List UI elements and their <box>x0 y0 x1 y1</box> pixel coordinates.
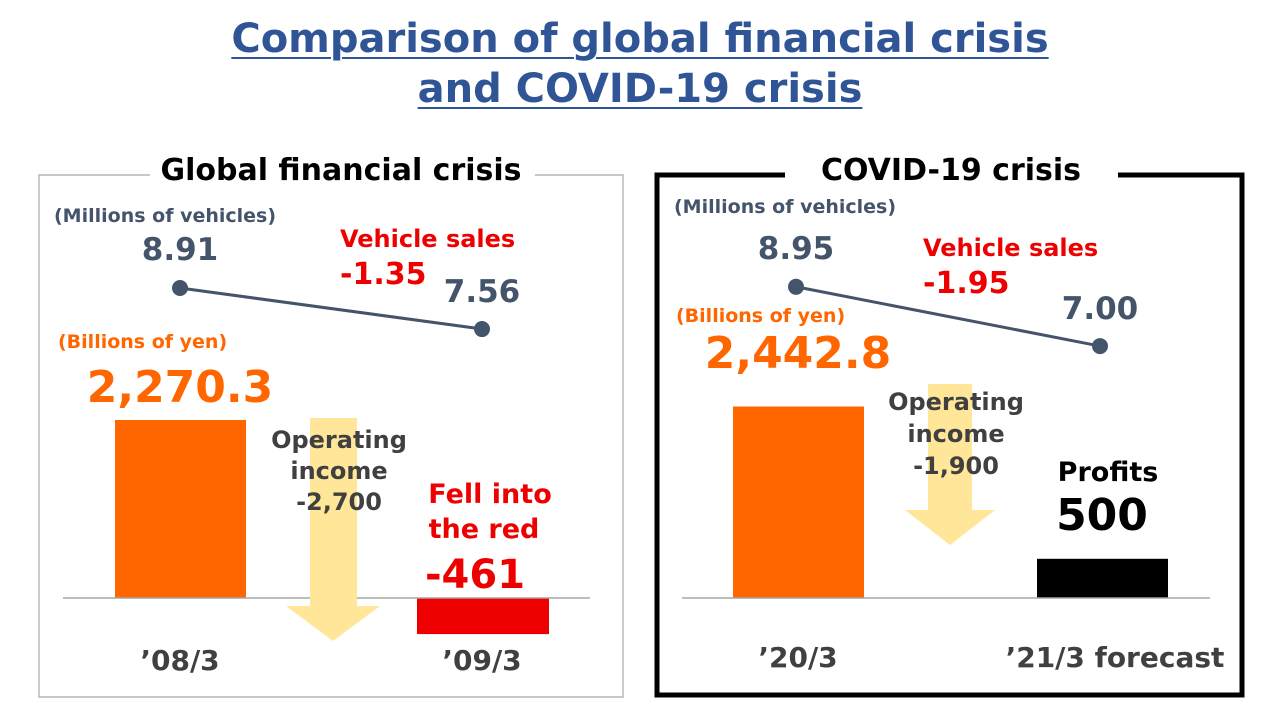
page-title: Comparison of global financial crisis an… <box>0 14 1280 114</box>
result-label-line2: the red <box>429 514 540 545</box>
title-line-2: and COVID-19 crisis <box>417 66 863 112</box>
vehicle-change-value: -1.95 <box>923 266 1009 301</box>
panel-frame <box>654 172 1245 698</box>
vehicle-unit-label: (Millions of vehicles) <box>54 205 276 227</box>
panel-title: COVID-19 crisis <box>821 153 1081 188</box>
change-label-value: -2,700 <box>296 488 382 516</box>
vehicle-value-09-3: 7.56 <box>444 274 521 310</box>
vehicle-point-09-3 <box>474 321 490 338</box>
bar-20-3 <box>733 406 864 598</box>
vehicle-value-20-3: 8.95 <box>758 231 835 267</box>
result-label-line1: Profits <box>1058 457 1159 488</box>
decrease-arrow-icon <box>905 384 995 545</box>
change-label-value: -1,900 <box>913 452 999 480</box>
change-label-line2: income <box>907 420 1004 448</box>
title-line-1: Comparison of global financial crisis <box>231 16 1049 62</box>
change-label-line1: Operating <box>888 388 1024 416</box>
vehicle-sales-line <box>795 285 1101 348</box>
vehicle-point-21-3 <box>1092 338 1108 355</box>
panel-covid-19-crisis: COVID-19 crisis (Millions of vehicles) V… <box>654 153 1245 698</box>
income-unit-label: (Billions of yen) <box>58 331 227 353</box>
result-label-line1: Fell into <box>428 479 552 510</box>
vehicle-point-20-3 <box>788 278 804 295</box>
category-label-09-3: ’09/3 <box>442 644 521 677</box>
income-value-21-3: 500 <box>1056 490 1148 541</box>
change-label-line1: Operating <box>271 426 407 454</box>
panel-title: Global financial crisis <box>160 153 521 188</box>
income-value-09-3: -461 <box>425 552 525 598</box>
bar-09-3 <box>417 598 549 635</box>
category-label-20-3: ’20/3 <box>758 641 837 674</box>
vehicle-unit-label: (Millions of vehicles) <box>674 196 896 218</box>
vehicle-sales-line <box>179 286 483 331</box>
bar-21-3 <box>1037 558 1168 598</box>
change-label-line2: income <box>290 457 387 485</box>
vehicle-change-label: Vehicle sales <box>340 225 515 253</box>
income-value-20-3: 2,442.8 <box>705 328 892 379</box>
vehicle-change-label: Vehicle sales <box>923 234 1098 262</box>
decrease-arrow-icon <box>286 418 380 641</box>
vehicle-change-value: -1.35 <box>340 257 426 292</box>
category-label-08-3: ’08/3 <box>140 644 219 677</box>
vehicle-value-08-3: 8.91 <box>142 232 219 268</box>
income-unit-label: (Billions of yen) <box>676 305 845 327</box>
bar-08-3 <box>115 420 246 598</box>
category-label-21-3: ’21/3 forecast <box>1006 641 1225 674</box>
vehicle-value-21-3: 7.00 <box>1062 291 1139 327</box>
vehicle-point-08-3 <box>172 280 188 296</box>
income-value-08-3: 2,270.3 <box>87 362 274 413</box>
panel-frame <box>38 174 624 698</box>
panel-global-financial-crisis: Global financial crisis (Millions of veh… <box>38 153 624 698</box>
